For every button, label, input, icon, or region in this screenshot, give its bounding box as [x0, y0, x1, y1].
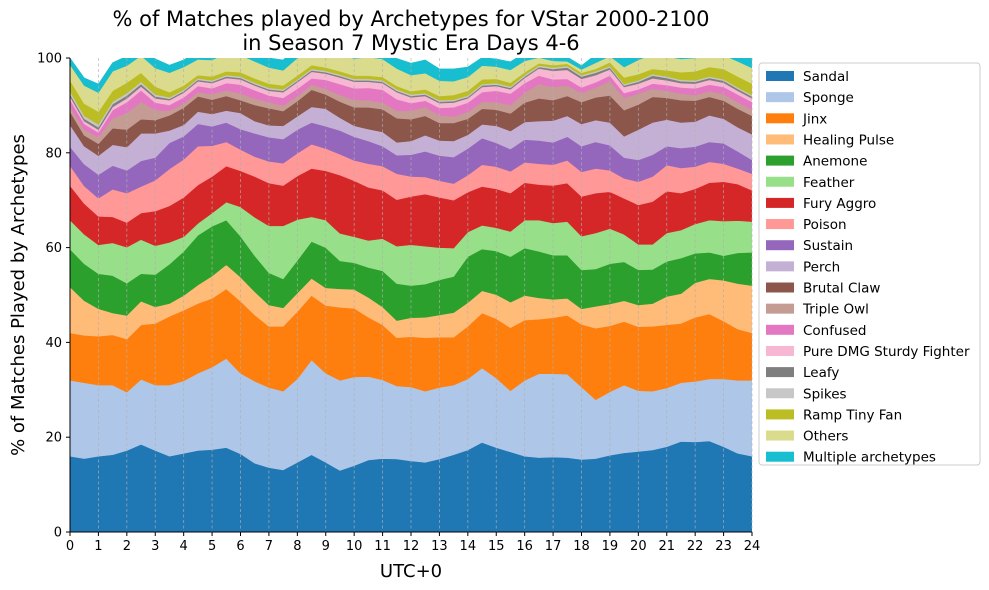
x-tick-label: 22 — [687, 539, 704, 554]
legend-swatch — [766, 282, 794, 293]
x-tick-label: 3 — [151, 539, 159, 554]
y-axis-title: % of Matches Played by Archetypes — [8, 134, 29, 456]
legend-label: Triple Owl — [802, 302, 869, 318]
legend-label: Jinx — [802, 111, 827, 127]
legend-label: Confused — [803, 323, 866, 339]
legend-label: Pure DMG Sturdy Fighter — [803, 344, 970, 360]
x-tick-label: 24 — [744, 539, 761, 554]
legend-label: Anemone — [803, 154, 867, 170]
x-tick-label: 16 — [516, 539, 533, 554]
y-tick-label: 80 — [45, 146, 62, 161]
legend-label: Feather — [803, 175, 855, 191]
x-tick-label: 1 — [94, 539, 102, 554]
legend-swatch — [766, 71, 794, 81]
x-tick-label: 0 — [66, 539, 74, 554]
x-tick-label: 23 — [715, 539, 732, 554]
legend-label: Ramp Tiny Fan — [803, 407, 902, 423]
legend-swatch — [766, 92, 794, 103]
x-tick-label: 14 — [460, 539, 477, 554]
x-tick-label: 12 — [403, 539, 420, 554]
legend-swatch — [766, 176, 794, 187]
y-tick-label: 20 — [45, 431, 62, 446]
x-tick-label: 9 — [322, 539, 330, 554]
legend-swatch — [766, 367, 794, 378]
x-tick-label: 5 — [208, 539, 216, 554]
legend-swatch — [766, 219, 794, 230]
x-tick-label: 8 — [293, 539, 301, 554]
legend-swatch — [766, 261, 794, 272]
x-tick-label: 15 — [488, 539, 505, 554]
y-tick-label: 100 — [37, 52, 62, 67]
legend-swatch — [766, 345, 794, 356]
legend-label: Sustain — [803, 238, 853, 254]
legend-label: Sandal — [803, 69, 849, 85]
y-tick-label: 60 — [45, 241, 62, 256]
legend-swatch — [766, 134, 794, 145]
legend-label: Sponge — [803, 90, 854, 106]
legend-label: Healing Pulse — [803, 132, 894, 148]
legend-label: Brutal Claw — [803, 281, 880, 297]
x-tick-label: 7 — [265, 539, 273, 554]
x-tick-label: 4 — [180, 539, 188, 554]
y-tick-label: 0 — [54, 526, 62, 541]
legend-swatch — [766, 197, 794, 208]
legend-label: Spikes — [803, 386, 847, 402]
y-tick-label: 40 — [45, 336, 62, 351]
legend-label: Perch — [803, 259, 840, 275]
axes: 0 1 2 3 4 5 6 7 8 9 10 11 12 13 14 15 16 17 18 19 20 21 22 23 24… — [37, 52, 760, 555]
legend-label: Multiple archetypes — [803, 450, 936, 466]
grid-lines — [69, 58, 753, 532]
x-tick-label: 20 — [630, 539, 647, 554]
chart-title-line-2: in Season 7 Mystic Era Days 4-6 — [242, 31, 579, 55]
legend-swatch — [766, 430, 794, 441]
x-tick-label: 2 — [123, 539, 131, 554]
legend-label: Others — [803, 429, 848, 445]
legend-swatch — [766, 324, 794, 335]
x-tick-label: 18 — [573, 539, 590, 554]
legend-swatch — [766, 240, 794, 251]
x-tick-label: 6 — [236, 539, 244, 554]
x-tick-label: 13 — [431, 539, 448, 554]
legend-label: Leafy — [803, 365, 839, 381]
legend-swatch — [766, 409, 794, 420]
x-tick-label: 19 — [602, 539, 619, 554]
x-tick-label: 21 — [658, 539, 675, 554]
legend-swatch — [766, 451, 794, 462]
chart-title-line-1: % of Matches played by Archetypes for VS… — [113, 7, 710, 31]
legend-swatch — [766, 303, 794, 314]
x-tick-label: 11 — [374, 539, 391, 554]
area-multiple-archetypes — [70, 58, 752, 93]
legend-swatch — [766, 388, 794, 399]
x-tick-label: 10 — [346, 539, 363, 554]
legend-label: Poison — [803, 217, 847, 233]
legend-swatch — [766, 113, 794, 124]
x-axis-title: UTC+0 — [380, 561, 442, 582]
legend-swatch — [766, 155, 794, 166]
x-tick-label: 17 — [545, 539, 562, 554]
legend: Sandal Sponge Jinx Healing Pulse Anemone Feat… — [758, 62, 981, 466]
legend-label: Fury Aggro — [803, 196, 876, 212]
legend-frame — [758, 62, 981, 466]
